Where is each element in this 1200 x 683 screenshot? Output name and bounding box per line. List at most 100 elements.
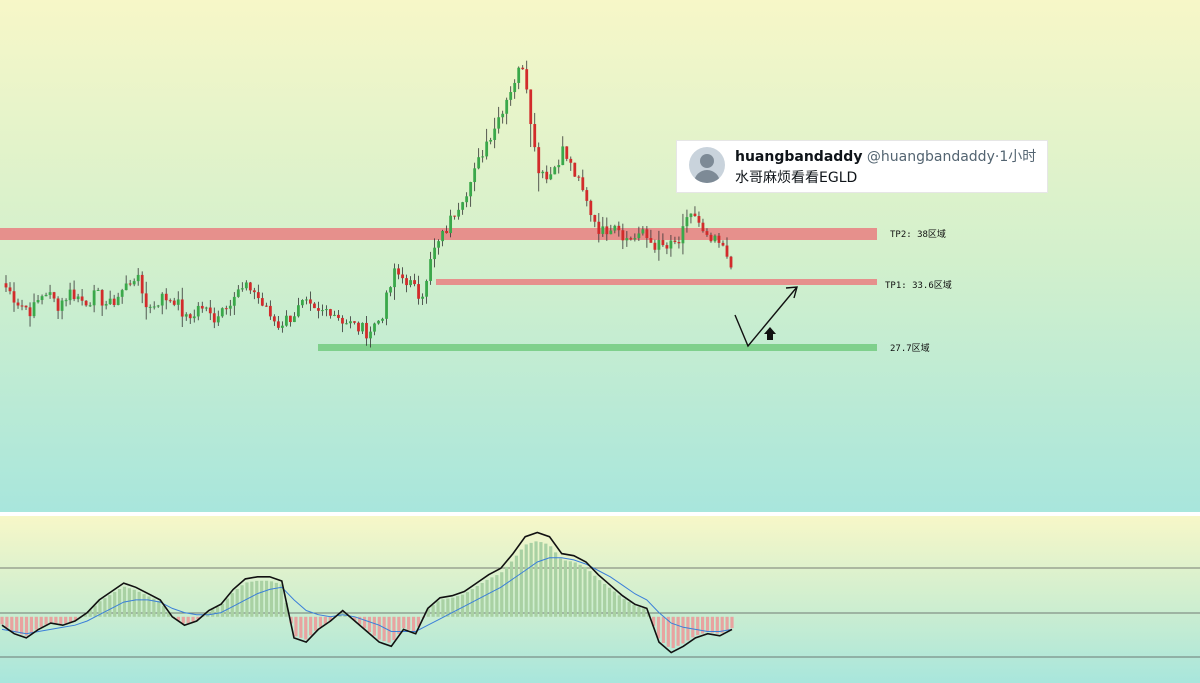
candle-body: [649, 238, 653, 243]
candle-body: [409, 280, 412, 286]
candle-body: [128, 283, 132, 285]
candle-body: [156, 305, 160, 307]
candle-body: [517, 67, 521, 83]
histogram-bar: [166, 612, 171, 617]
histogram-bar: [64, 616, 68, 624]
candle-body: [184, 314, 188, 317]
candle-body: [709, 234, 713, 242]
histogram-bar: [284, 602, 288, 617]
histogram-bar: [416, 616, 421, 627]
histogram-bar: [264, 580, 269, 617]
candle-body: [260, 298, 264, 306]
candle-body: [188, 314, 192, 319]
candle-body: [629, 238, 633, 240]
candle-body: [292, 316, 296, 323]
candle-body: [132, 281, 136, 285]
candle-body: [321, 310, 324, 312]
candle-body: [593, 215, 597, 222]
histogram-bar: [661, 616, 666, 643]
candle-body: [661, 240, 665, 246]
candle-body: [681, 226, 685, 244]
candle-body: [373, 323, 376, 332]
histogram-bar: [279, 584, 283, 617]
histogram-bar: [666, 616, 670, 647]
projection-path: [734, 286, 798, 348]
tweet-timestamp[interactable]: 1小时: [999, 149, 1037, 165]
candle-body: [305, 299, 308, 301]
candle-body: [172, 300, 176, 305]
candle-body: [136, 274, 140, 282]
candle-body: [301, 300, 304, 306]
candle-body: [168, 300, 172, 302]
tweet-author-handle[interactable]: @huangbandaddy: [866, 149, 995, 165]
histogram-bar: [725, 616, 729, 631]
histogram-bar: [456, 596, 460, 617]
histogram-bar: [367, 616, 372, 632]
candle-body: [72, 289, 76, 300]
histogram-bar: [98, 601, 102, 617]
candle-body: [501, 113, 505, 118]
candle-body: [469, 182, 473, 197]
histogram-bar: [309, 616, 313, 636]
candle-body: [725, 245, 729, 257]
candle-body: [537, 147, 541, 174]
histogram-bar: [24, 616, 29, 636]
candle-body: [32, 302, 36, 317]
candle-body: [457, 209, 461, 217]
candle-body: [633, 238, 637, 240]
candle-body: [192, 316, 196, 319]
histogram-bar: [710, 616, 715, 633]
histogram-bar: [514, 555, 519, 617]
tp1-zone: [436, 279, 877, 285]
candle-body: [309, 299, 312, 304]
histogram-bar: [260, 580, 264, 617]
candle-body: [693, 213, 697, 217]
histogram-bar: [622, 598, 626, 617]
candle-body: [673, 240, 677, 243]
histogram-bar: [720, 616, 724, 633]
histogram-bar: [480, 582, 484, 617]
candle-body: [485, 141, 489, 157]
candle-body: [244, 282, 248, 289]
candle-body: [425, 280, 428, 297]
candle-body: [401, 274, 404, 279]
candle-body: [337, 314, 340, 318]
histogram-bar: [59, 616, 63, 625]
candle-body: [68, 289, 72, 301]
candle-body: [393, 268, 396, 288]
histogram-bar: [554, 552, 558, 617]
candle-body: [313, 303, 316, 309]
candle-body: [705, 231, 709, 235]
tweet-author-name[interactable]: huangbandaddy: [735, 149, 863, 165]
histogram-bar: [446, 598, 450, 617]
histogram-bar: [451, 597, 455, 617]
candle-body: [349, 321, 352, 324]
tweet-card[interactable]: huangbandaddy @huangbandaddy·1小时 水哥麻烦看看E…: [676, 140, 1048, 193]
candle-body: [513, 82, 517, 93]
candle-body: [24, 305, 28, 308]
candle-body: [8, 287, 12, 292]
histogram-bar: [627, 601, 631, 617]
histogram-bar: [681, 616, 685, 644]
histogram-bar: [730, 616, 734, 629]
candle-body: [521, 67, 525, 70]
histogram-bar: [715, 616, 719, 634]
avatar-placeholder-icon[interactable]: [689, 147, 725, 183]
histogram-bar: [691, 616, 695, 638]
candle-body: [689, 213, 693, 218]
candle-body: [208, 307, 212, 314]
histogram-bar: [701, 616, 705, 634]
candle-body: [196, 305, 200, 317]
histogram-bar: [485, 579, 489, 617]
candle-body: [80, 296, 84, 301]
candle-body: [56, 298, 60, 311]
candle-body: [224, 308, 228, 310]
tweet-header: huangbandaddy @huangbandaddy·1小时: [735, 146, 1036, 166]
candle-body: [329, 309, 332, 316]
tp2-zone: [0, 228, 877, 240]
histogram-bar: [313, 616, 318, 631]
candle-body: [533, 124, 537, 148]
candle-body: [144, 293, 148, 308]
candle-body: [44, 294, 48, 297]
